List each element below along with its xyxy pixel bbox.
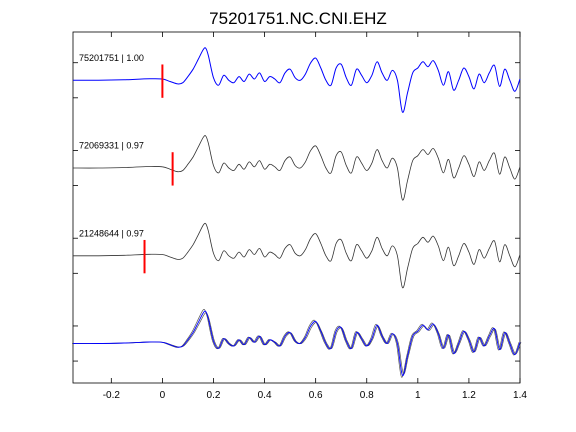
trace-label: 21248644 | 0.97 [79, 228, 144, 238]
x-tick-label: 1.4 [513, 390, 527, 401]
plot-frame [72, 31, 521, 384]
trace-label: 72069331 | 0.97 [79, 141, 144, 151]
chart-title: 75201751.NC.CNI.EHZ [209, 9, 387, 28]
x-tick-label: 0.4 [258, 390, 272, 401]
y-tick-marks [73, 62, 520, 362]
trace-line [73, 47, 521, 113]
trace-label: 75201751 | 1.00 [79, 53, 144, 63]
trace-line [72, 135, 521, 201]
x-tick-label: 0.8 [360, 390, 374, 401]
x-tick-label: 0 [160, 390, 166, 401]
x-tick-label: 0.6 [309, 390, 323, 401]
x-axis: -0.2 0 0.2 0.4 0.6 0.8 1 1.2 1.4 [103, 32, 527, 401]
x-tick-label: 1 [415, 390, 421, 401]
overlay-trace-line-blue [72, 310, 521, 376]
x-tick-label: -0.2 [103, 390, 121, 401]
overlay-trace-line-gray [73, 312, 522, 375]
x-tick-label: 0.2 [207, 390, 221, 401]
x-tick-label: 1.2 [462, 390, 476, 401]
trace-group: 75201751 | 1.00 72069331 | 0.97 21248644 |… [71, 47, 522, 378]
trace-line [73, 222, 521, 289]
